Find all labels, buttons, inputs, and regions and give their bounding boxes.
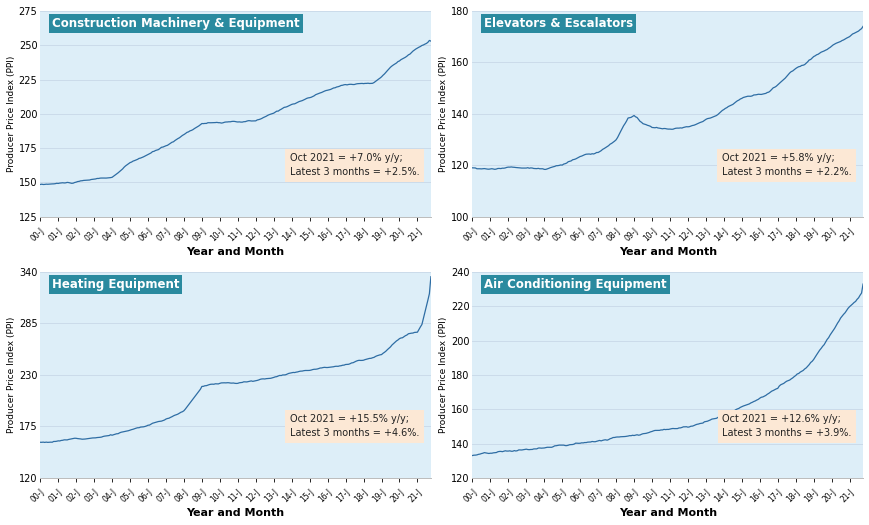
- X-axis label: Year and Month: Year and Month: [618, 508, 716, 518]
- Y-axis label: Producer Price Index (PPI): Producer Price Index (PPI): [7, 317, 16, 433]
- Text: Oct 2021 = +7.0% y/y;
Latest 3 months = +2.5%.: Oct 2021 = +7.0% y/y; Latest 3 months = …: [289, 153, 419, 177]
- Text: Oct 2021 = +12.6% y/y;
Latest 3 months = +3.9%.: Oct 2021 = +12.6% y/y; Latest 3 months =…: [721, 414, 851, 438]
- Text: Elevators & Escalators: Elevators & Escalators: [483, 17, 633, 30]
- X-axis label: Year and Month: Year and Month: [186, 247, 284, 257]
- X-axis label: Year and Month: Year and Month: [618, 247, 716, 257]
- Text: Heating Equipment: Heating Equipment: [52, 278, 179, 291]
- Y-axis label: Producer Price Index (PPI): Producer Price Index (PPI): [7, 56, 16, 172]
- Y-axis label: Producer Price Index (PPI): Producer Price Index (PPI): [439, 56, 448, 172]
- Text: Air Conditioning Equipment: Air Conditioning Equipment: [483, 278, 666, 291]
- Text: Construction Machinery & Equipment: Construction Machinery & Equipment: [52, 17, 299, 30]
- Text: Oct 2021 = +5.8% y/y;
Latest 3 months = +2.2%.: Oct 2021 = +5.8% y/y; Latest 3 months = …: [721, 153, 851, 177]
- Text: Oct 2021 = +15.5% y/y;
Latest 3 months = +4.6%.: Oct 2021 = +15.5% y/y; Latest 3 months =…: [289, 414, 419, 438]
- Y-axis label: Producer Price Index (PPI): Producer Price Index (PPI): [439, 317, 448, 433]
- X-axis label: Year and Month: Year and Month: [186, 508, 284, 518]
